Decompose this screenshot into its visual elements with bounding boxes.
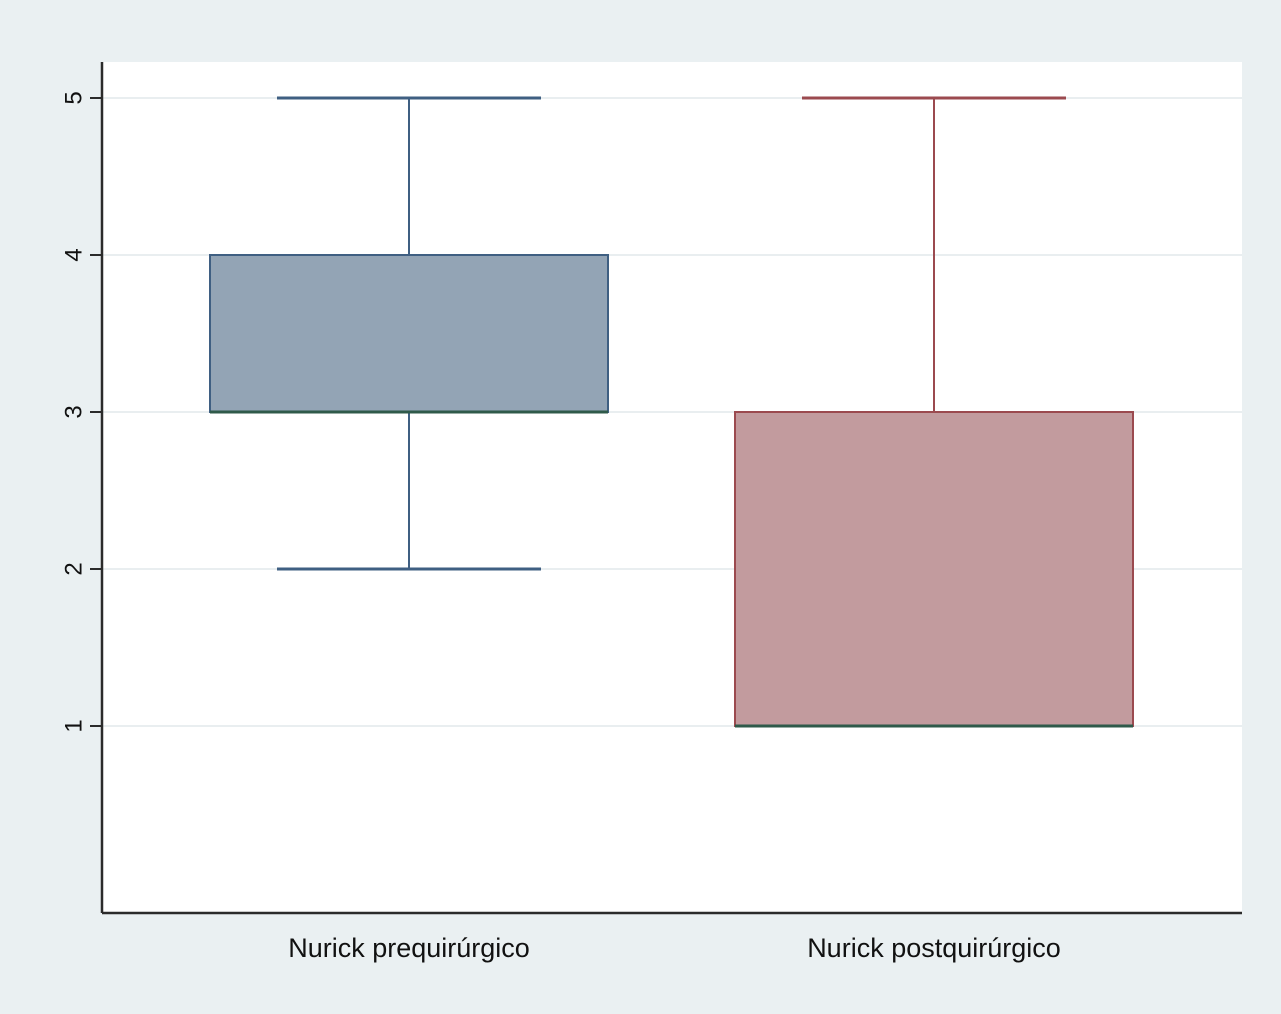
box-2: [734, 96, 1134, 728]
y-tick-label-3: 3: [61, 405, 88, 418]
axes: [90, 62, 1242, 915]
y-tick-label-4: 4: [61, 248, 88, 261]
y-tick-label-1: 1: [61, 719, 88, 732]
x-category-label-1: Nurick prequirúrgico: [288, 933, 530, 963]
iqr-box: [734, 411, 1134, 727]
axis-labels: 1 2 3 4 5 Nurick prequirúrgico Nurick postquir…: [61, 91, 1061, 963]
y-tick-label-5: 5: [61, 91, 88, 104]
box-series: [209, 96, 1134, 728]
box-1: [209, 96, 609, 571]
y-tick-label-2: 2: [61, 562, 88, 575]
iqr-box: [209, 254, 609, 413]
x-category-label-2: Nurick postquirúrgico: [807, 933, 1061, 963]
